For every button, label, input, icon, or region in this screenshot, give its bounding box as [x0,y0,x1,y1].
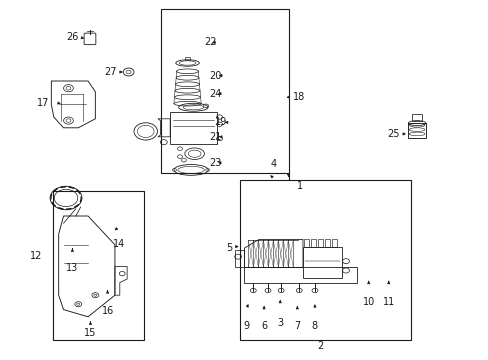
Text: 8: 8 [311,321,317,331]
Bar [325,239,329,247]
Text: 19: 19 [215,117,227,127]
Text: 16: 16 [101,306,114,316]
Bar [311,239,316,247]
Text: 12: 12 [30,251,42,261]
Bar [304,239,309,247]
Text: 10: 10 [362,297,374,307]
Bar [244,267,356,283]
Bar [170,112,216,144]
Text: 9: 9 [243,321,249,331]
Text: 13: 13 [66,263,79,273]
Text: 15: 15 [84,328,97,338]
Text: 11: 11 [382,297,394,307]
Text: 25: 25 [386,129,399,139]
Text: 27: 27 [103,67,116,77]
Text: 14: 14 [112,239,125,249]
Text: 6: 6 [261,321,266,331]
Bar [407,123,425,138]
Text: 22: 22 [203,37,216,48]
Text: 20: 20 [209,71,221,81]
Bar [411,114,421,121]
Bar [239,180,410,340]
Text: 21: 21 [209,132,221,142]
Text: 24: 24 [209,89,221,99]
Text: 26: 26 [66,32,78,42]
Text: 17: 17 [37,98,49,108]
Text: 5: 5 [226,243,232,253]
Bar [303,247,342,278]
Text: 23: 23 [209,158,221,168]
Bar [331,239,336,247]
Text: 3: 3 [277,318,283,328]
Text: 1: 1 [296,181,303,191]
Bar [161,9,288,173]
Text: 18: 18 [293,92,305,102]
Text: 2: 2 [317,341,323,351]
Text: 7: 7 [294,321,300,331]
Text: 4: 4 [270,159,276,169]
Bar [318,239,323,247]
Bar [184,57,189,60]
Bar [53,191,144,340]
